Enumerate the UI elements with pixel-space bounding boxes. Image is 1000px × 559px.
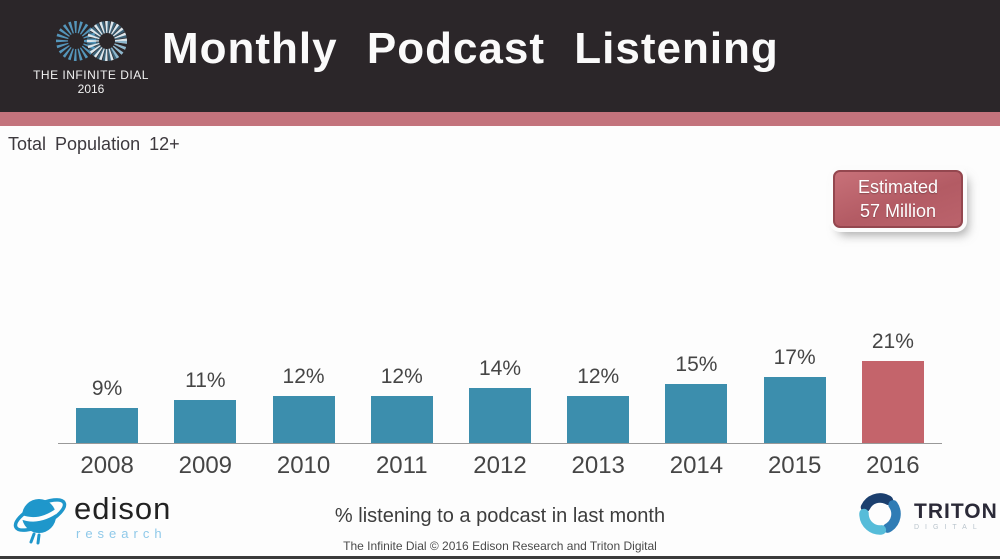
bar-column: 14% [451,357,549,443]
bar-2008 [76,408,139,443]
infinite-dial-logo: THE INFINITE DIAL 2016 [33,17,149,96]
copyright-credit: The Infinite Dial © 2016 Edison Research… [343,539,657,553]
x-tick-label: 2014 [669,452,724,479]
bar-column: 21% [844,330,942,443]
bar-column: 11% [156,369,254,443]
edison-sub-label: research [76,526,167,541]
bar-value-label: 12% [282,365,325,388]
bar-2011 [370,396,433,443]
bar-2009 [174,400,237,443]
x-tick-label: 2013 [571,452,625,479]
bar-column: 12% [353,365,451,443]
x-axis-labels: 2008 2009 2010 2011 2012 2013 2014 2015 2016 [58,452,942,480]
bar-value-label: 12% [577,365,620,388]
bar-2016 [861,361,924,443]
bar-2010 [272,396,335,443]
bar-value-label: 9% [91,377,123,400]
bar-value-label: 15% [675,353,718,376]
bar-value-label: 14% [478,357,521,380]
bar-2012 [468,388,531,443]
bar-value-label: 11% [185,369,226,392]
x-tick-label: 2008 [80,452,134,479]
bar-column: 9% [58,377,156,443]
page-title: Monthly Podcast Listening [162,24,779,73]
x-tick-label: 2010 [276,452,331,479]
triton-digital-logo: TRITON DIGITAL [852,486,998,547]
x-tick-label: 2011 [375,452,428,479]
accent-stripe [0,112,1000,126]
logo-text: THE INFINITE DIAL [33,67,149,82]
infinity-dial-icon [52,17,130,65]
bar-column: 17% [746,346,844,443]
header: THE INFINITE DIAL 2016 Monthly Podcast L… [0,0,1000,112]
chart-caption: % listening to a podcast in last month [334,505,666,527]
population-subtitle: Total Population 12+ [8,134,180,154]
x-tick-label: 2015 [767,452,822,479]
x-tick-label: 2009 [178,452,233,479]
bar-column: 15% [647,353,745,443]
estimate-line1: Estimated [857,177,939,197]
bar-2014 [665,384,728,443]
x-tick-label: 2016 [866,452,920,479]
bar-2013 [567,396,630,443]
bar-column: 12% [254,365,352,443]
triton-wordmark: TRITON [914,500,998,523]
edison-wordmark: edison [74,491,172,526]
triton-sub-label: DIGITAL [914,524,983,531]
bar-value-label: 21% [871,330,914,353]
edison-research-logo: edison research [12,486,171,553]
estimate-line2: 57 Million [859,201,937,221]
logo-year: 2016 [77,81,105,96]
estimate-callout: Estimated 57 Million [833,170,963,228]
bar-2015 [763,377,826,443]
x-tick-label: 2012 [473,452,527,479]
bar-value-label: 17% [773,346,816,369]
triton-ring-icon [852,486,908,547]
bar-column: 12% [549,365,647,443]
bar-value-label: 12% [380,365,423,388]
edison-planet-icon [12,486,70,553]
bar-chart: 9% 11% 12% 12% 14% 12% 15% 17% 21% [58,325,942,444]
